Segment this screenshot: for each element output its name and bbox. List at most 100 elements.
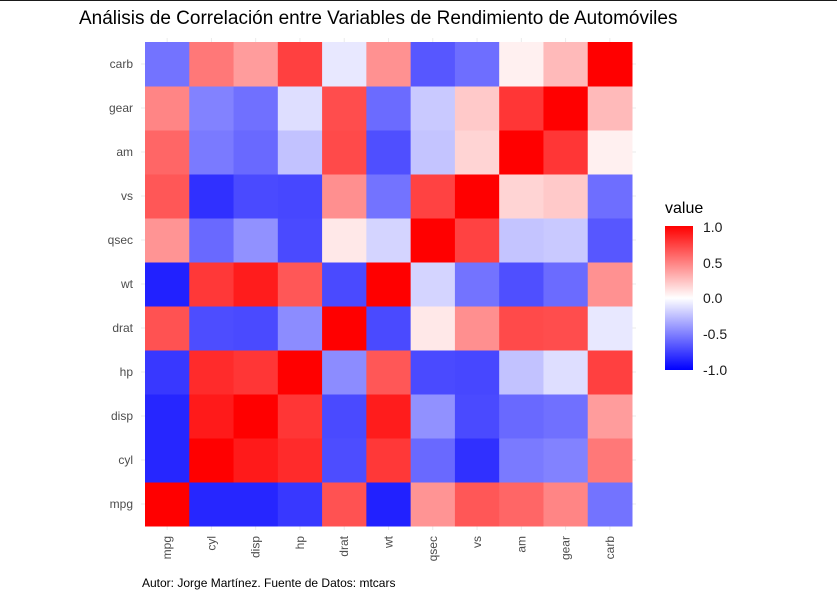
heatmap-cell-disp-carb	[587, 394, 633, 439]
heatmap-cell-mpg-carb	[587, 482, 633, 527]
heatmap-cell-vs-gear	[543, 174, 589, 219]
x-tick-label: drat	[337, 535, 351, 556]
heatmap-cell-vs-cyl	[189, 174, 235, 219]
heatmap-cell-mpg-drat	[322, 482, 367, 527]
heatmap-cell-wt-wt	[366, 262, 412, 307]
heatmap-cell-hp-drat	[322, 350, 367, 395]
heatmap-cell-carb-qsec	[410, 42, 456, 87]
heatmap-cell-gear-hp	[277, 86, 323, 131]
heatmap-cell-disp-vs	[454, 394, 500, 439]
heatmap-cell-am-qsec	[410, 130, 456, 175]
heatmap-cell-wt-am	[499, 262, 544, 307]
heatmap-cell-gear-vs	[454, 86, 500, 131]
heatmap-cell-carb-vs	[454, 42, 500, 87]
heatmap-cell-disp-qsec	[410, 394, 456, 439]
heatmap-cell-vs-vs	[454, 174, 500, 219]
heatmap-cell-hp-qsec	[410, 350, 456, 395]
heatmap-cell-vs-mpg	[145, 174, 190, 219]
heatmap-cell-carb-am	[499, 42, 544, 87]
heatmap-cell-am-disp	[233, 130, 279, 175]
chart-title: Análisis de Correlación entre Variables …	[79, 8, 678, 29]
heatmap-cell-qsec-gear	[543, 218, 589, 263]
heatmap-cell-cyl-qsec	[410, 438, 456, 483]
legend-tick-neg1: -1.0	[703, 362, 728, 378]
heatmap-cell-carb-cyl	[189, 42, 235, 87]
heatmap-cell-mpg-disp	[233, 482, 279, 527]
heatmap-cell-cyl-hp	[277, 438, 323, 483]
heatmap-cell-carb-hp	[277, 42, 323, 87]
heatmap-cell-vs-drat	[322, 174, 367, 219]
y-tick-label: hp	[120, 365, 134, 379]
heatmap-cell-vs-carb	[587, 174, 633, 219]
y-tick-label: qsec	[108, 233, 133, 247]
heatmap-cell-qsec-am	[499, 218, 544, 263]
x-tick-label: qsec	[426, 536, 440, 561]
heatmap-cell-am-cyl	[189, 130, 235, 175]
y-tick-label: am	[116, 145, 133, 159]
heatmap-cell-cyl-vs	[454, 438, 500, 483]
heatmap-cell-cyl-carb	[587, 438, 633, 483]
heatmap-cell-disp-disp	[233, 394, 279, 439]
heatmap-cell-cyl-wt	[366, 438, 412, 483]
heatmap-cell-qsec-drat	[322, 218, 367, 263]
heatmap-cell-cyl-mpg	[145, 438, 190, 483]
heatmap-cell-mpg-mpg	[145, 482, 190, 527]
heatmap-cell-vs-wt	[366, 174, 412, 219]
heatmap-cell-carb-gear	[543, 42, 589, 87]
heatmap-cell-mpg-cyl	[189, 482, 235, 527]
x-tick-label: wt	[382, 535, 396, 549]
heatmap-cell-hp-disp	[233, 350, 279, 395]
caption: Autor: Jorge Martínez. Fuente de Datos: …	[142, 576, 396, 590]
heatmap-cell-wt-drat	[322, 262, 367, 307]
heatmap-cell-hp-am	[499, 350, 544, 395]
heatmap-cell-disp-mpg	[145, 394, 190, 439]
heatmap-cell-disp-cyl	[189, 394, 235, 439]
heatmap-cell-wt-hp	[277, 262, 323, 307]
y-tick-label: gear	[109, 101, 133, 115]
y-tick-label: carb	[110, 57, 134, 71]
y-tick-label: disp	[111, 409, 133, 423]
heatmap-cell-am-gear	[543, 130, 589, 175]
heatmap-cell-cyl-disp	[233, 438, 279, 483]
heatmap-cell-gear-cyl	[189, 86, 235, 131]
heatmap-cell-wt-mpg	[145, 262, 190, 307]
heatmap-cell-drat-mpg	[145, 306, 190, 351]
x-tick-label: cyl	[204, 536, 218, 551]
heatmap-cell-gear-am	[499, 86, 544, 131]
heatmap-cell-drat-hp	[277, 306, 323, 351]
heatmap-cell-vs-disp	[233, 174, 279, 219]
heatmap-cell-wt-gear	[543, 262, 589, 307]
heatmap-cell-wt-carb	[587, 262, 633, 307]
heatmap-cell-cyl-gear	[543, 438, 589, 483]
heatmap-cell-disp-gear	[543, 394, 589, 439]
heatmap-cell-am-carb	[587, 130, 633, 175]
heatmap-cell-vs-hp	[277, 174, 323, 219]
heatmap-cell-carb-mpg	[145, 42, 190, 87]
heatmap-cell-qsec-mpg	[145, 218, 190, 263]
x-tick-label: carb	[603, 536, 617, 560]
heatmap-cell-cyl-drat	[322, 438, 367, 483]
heatmap-cell-hp-gear	[543, 350, 589, 395]
heatmap-cell-gear-mpg	[145, 86, 190, 131]
heatmap-cell-mpg-hp	[277, 482, 323, 527]
heatmap-cell-qsec-vs	[454, 218, 500, 263]
heatmap-cell-gear-gear	[543, 86, 589, 131]
heatmap-cell-am-hp	[277, 130, 323, 175]
heatmap-cell-am-drat	[322, 130, 367, 175]
x-tick-label: gear	[559, 536, 573, 560]
legend-title: value	[665, 200, 704, 217]
heatmap-cell-am-am	[499, 130, 544, 175]
x-tick-label: mpg	[160, 536, 174, 559]
heatmap-cell-vs-am	[499, 174, 544, 219]
heatmap-cell-hp-vs	[454, 350, 500, 395]
heatmap-cell-gear-qsec	[410, 86, 456, 131]
heatmap-cell-disp-hp	[277, 394, 323, 439]
heatmap-cell-gear-disp	[233, 86, 279, 131]
heatmap-cell-carb-carb	[587, 42, 633, 87]
y-tick-label: vs	[121, 189, 133, 203]
heatmap-cell-drat-vs	[454, 306, 500, 351]
heatmap-cell-am-mpg	[145, 130, 190, 175]
heatmap-cell-hp-hp	[277, 350, 323, 395]
heatmap-cell-qsec-wt	[366, 218, 412, 263]
heatmap-cell-gear-wt	[366, 86, 412, 131]
